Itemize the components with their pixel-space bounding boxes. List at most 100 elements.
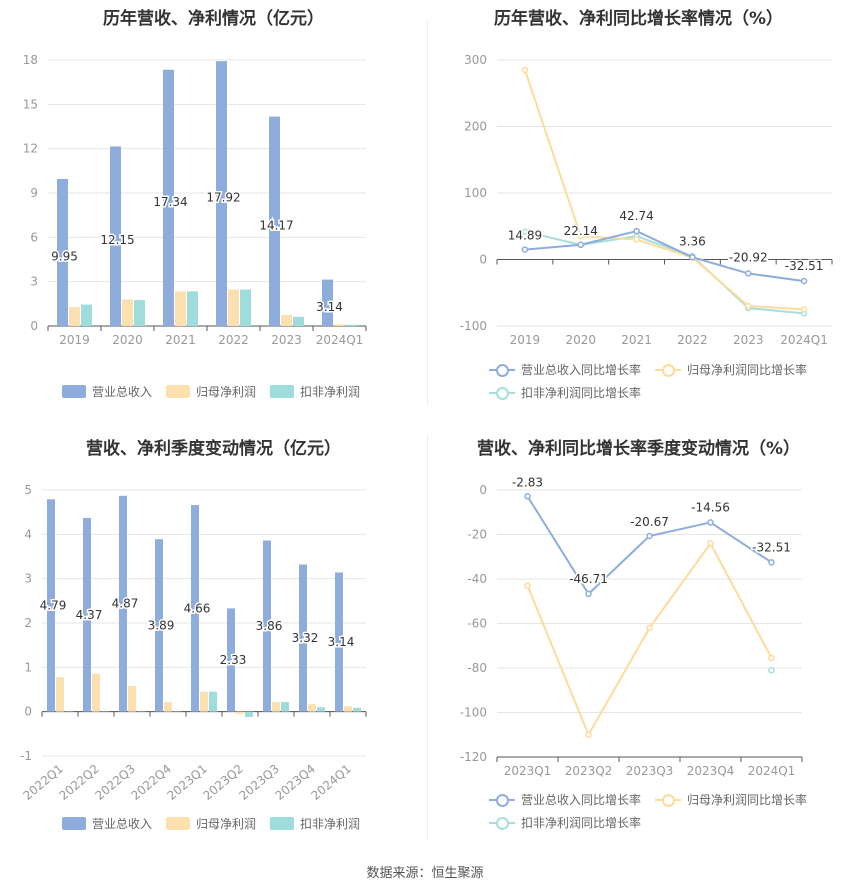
y-tick-label: 3 [24,572,32,586]
revenue-bar [57,178,68,326]
revenue-bar [263,540,271,712]
legend-item[interactable]: 扣非净利润 [270,815,360,832]
revenue-growth-point [577,241,584,249]
net-profit-growth-point [646,624,653,632]
x-tick-label: 2020 [112,333,143,347]
legend-swatch [489,386,515,400]
x-tick-label: 2023Q4 [687,764,735,778]
legend-item[interactable]: 归母净利润 [166,815,256,832]
net-profit-bar [200,691,208,712]
revenue-growth-point [768,559,775,566]
deducted-profit-bar [281,701,289,712]
legend-item[interactable]: 归母净利润 [166,383,256,400]
data-label: 9.95 [51,249,78,263]
y-tick-label: -80 [467,661,487,675]
legend-swatch [166,817,191,830]
legend-item[interactable]: 归母净利润同比增长率 [655,361,807,378]
legend-swatch [62,385,86,398]
y-tick-label: 100 [464,186,487,200]
net-profit-bar [281,314,292,326]
net-profit-growth-line [526,541,773,738]
revenue-growth-point [585,590,592,598]
x-tick-label: 2023Q1 [504,764,552,778]
deducted-profit-bar [173,711,181,713]
y-tick-label: 1 [24,660,32,674]
legend-item[interactable]: 营业总收入 [62,383,152,400]
net-profit-growth-line [523,69,805,311]
revenue-bar [335,572,343,712]
data-label: -32.51 [752,540,791,554]
legend-item[interactable]: 营业总收入同比增长率 [489,361,641,378]
legend: 营业总收入 归母净利润 扣非净利润 [62,383,422,406]
deducted-profit-growth-point [768,666,775,674]
legend-swatch [489,793,515,807]
y-tick-label: 4 [24,527,32,541]
revenue-bar [163,69,174,327]
legend-item[interactable]: 扣非净利润同比增长率 [489,814,641,831]
net-profit-growth-point [633,236,640,243]
net-profit-bar [272,701,280,712]
legend-swatch [655,793,682,807]
legend-item[interactable]: 扣非净利润同比增长率 [489,384,641,401]
net-profit-bar [128,685,136,712]
deducted-profit-bar [293,316,304,326]
y-tick-label: 15 [23,97,38,111]
net-profit-growth-point [521,66,529,74]
chart-quarterly-values: -10123452022Q12022Q22022Q32022Q42023Q120… [20,483,367,803]
legend-label: 扣非净利润同比增长率 [521,816,642,830]
data-source: 数据来源：恒生聚源 [366,866,484,881]
y-tick-label: -20 [467,528,487,542]
revenue-growth-point [633,227,640,235]
net-profit-bar [56,677,64,712]
legend-item[interactable]: 扣非净利润 [270,383,360,400]
data-label: 4.87 [112,597,139,611]
divider [427,435,428,840]
legend-label: 归母净利润 [196,385,257,399]
x-tick-label: 2021 [621,333,652,347]
deducted-profit-bar [134,300,145,326]
legend-label: 营业总收入 [92,817,153,831]
legend-label: 营业总收入 [92,385,153,399]
revenue-bar [47,499,55,712]
data-label: -20.67 [630,515,669,529]
y-tick-label: 0 [479,253,487,267]
deducted-profit-bar [240,289,251,326]
chart-title: 历年营收、净利同比增长率情况（%） [493,9,784,29]
x-tick-label: 2024Q1 [748,764,796,778]
x-tick-label: 2024Q1 [308,762,353,803]
legend-swatch [489,363,515,377]
legend-label: 扣非净利润 [300,385,361,399]
x-tick-label: 2023 [733,333,764,347]
y-tick-label: -60 [467,617,487,631]
deducted-profit-bar [245,711,253,717]
legend-label: 营业总收入同比增长率 [521,363,642,377]
net-profit-bar [69,307,80,326]
legend-item[interactable]: 营业总收入 [62,815,152,832]
data-label: 12.15 [100,233,134,247]
data-label: -14.56 [691,500,730,514]
data-label: 4.37 [76,608,103,622]
revenue-bar [322,279,333,326]
legend: 营业总收入同比增长率 归母净利润同比增长率 扣非净利润同比增长率 [489,361,849,407]
revenue-growth-point [521,246,529,253]
panel-quarterly-growth: 营收、净利同比增长率季度变动情况（%） -120 -100 -80 -60 -40 -20… [427,425,850,850]
revenue-bar [299,564,307,712]
legend-item[interactable]: 归母净利润同比增长率 [655,791,807,808]
y-tick-label: 2 [24,616,32,630]
revenue-bar [269,116,280,326]
data-label: 4.79 [40,598,67,612]
y-tick-label: -100 [460,319,487,333]
net-profit-bar [334,324,345,326]
revenue-bar [216,61,227,326]
data-label: 3.32 [292,631,319,645]
net-profit-bar [236,711,244,714]
y-tick-label: 0 [479,483,487,497]
net-profit-bar [228,289,239,326]
revenue-bar [155,539,163,712]
y-tick-label: 12 [23,142,38,156]
legend-label: 归母净利润 [196,817,257,831]
x-tick-label: 2023Q2 [565,764,613,778]
data-label: -20.92 [729,250,768,264]
legend-label: 营业总收入同比增长率 [521,793,642,807]
legend-item[interactable]: 营业总收入同比增长率 [489,791,641,808]
